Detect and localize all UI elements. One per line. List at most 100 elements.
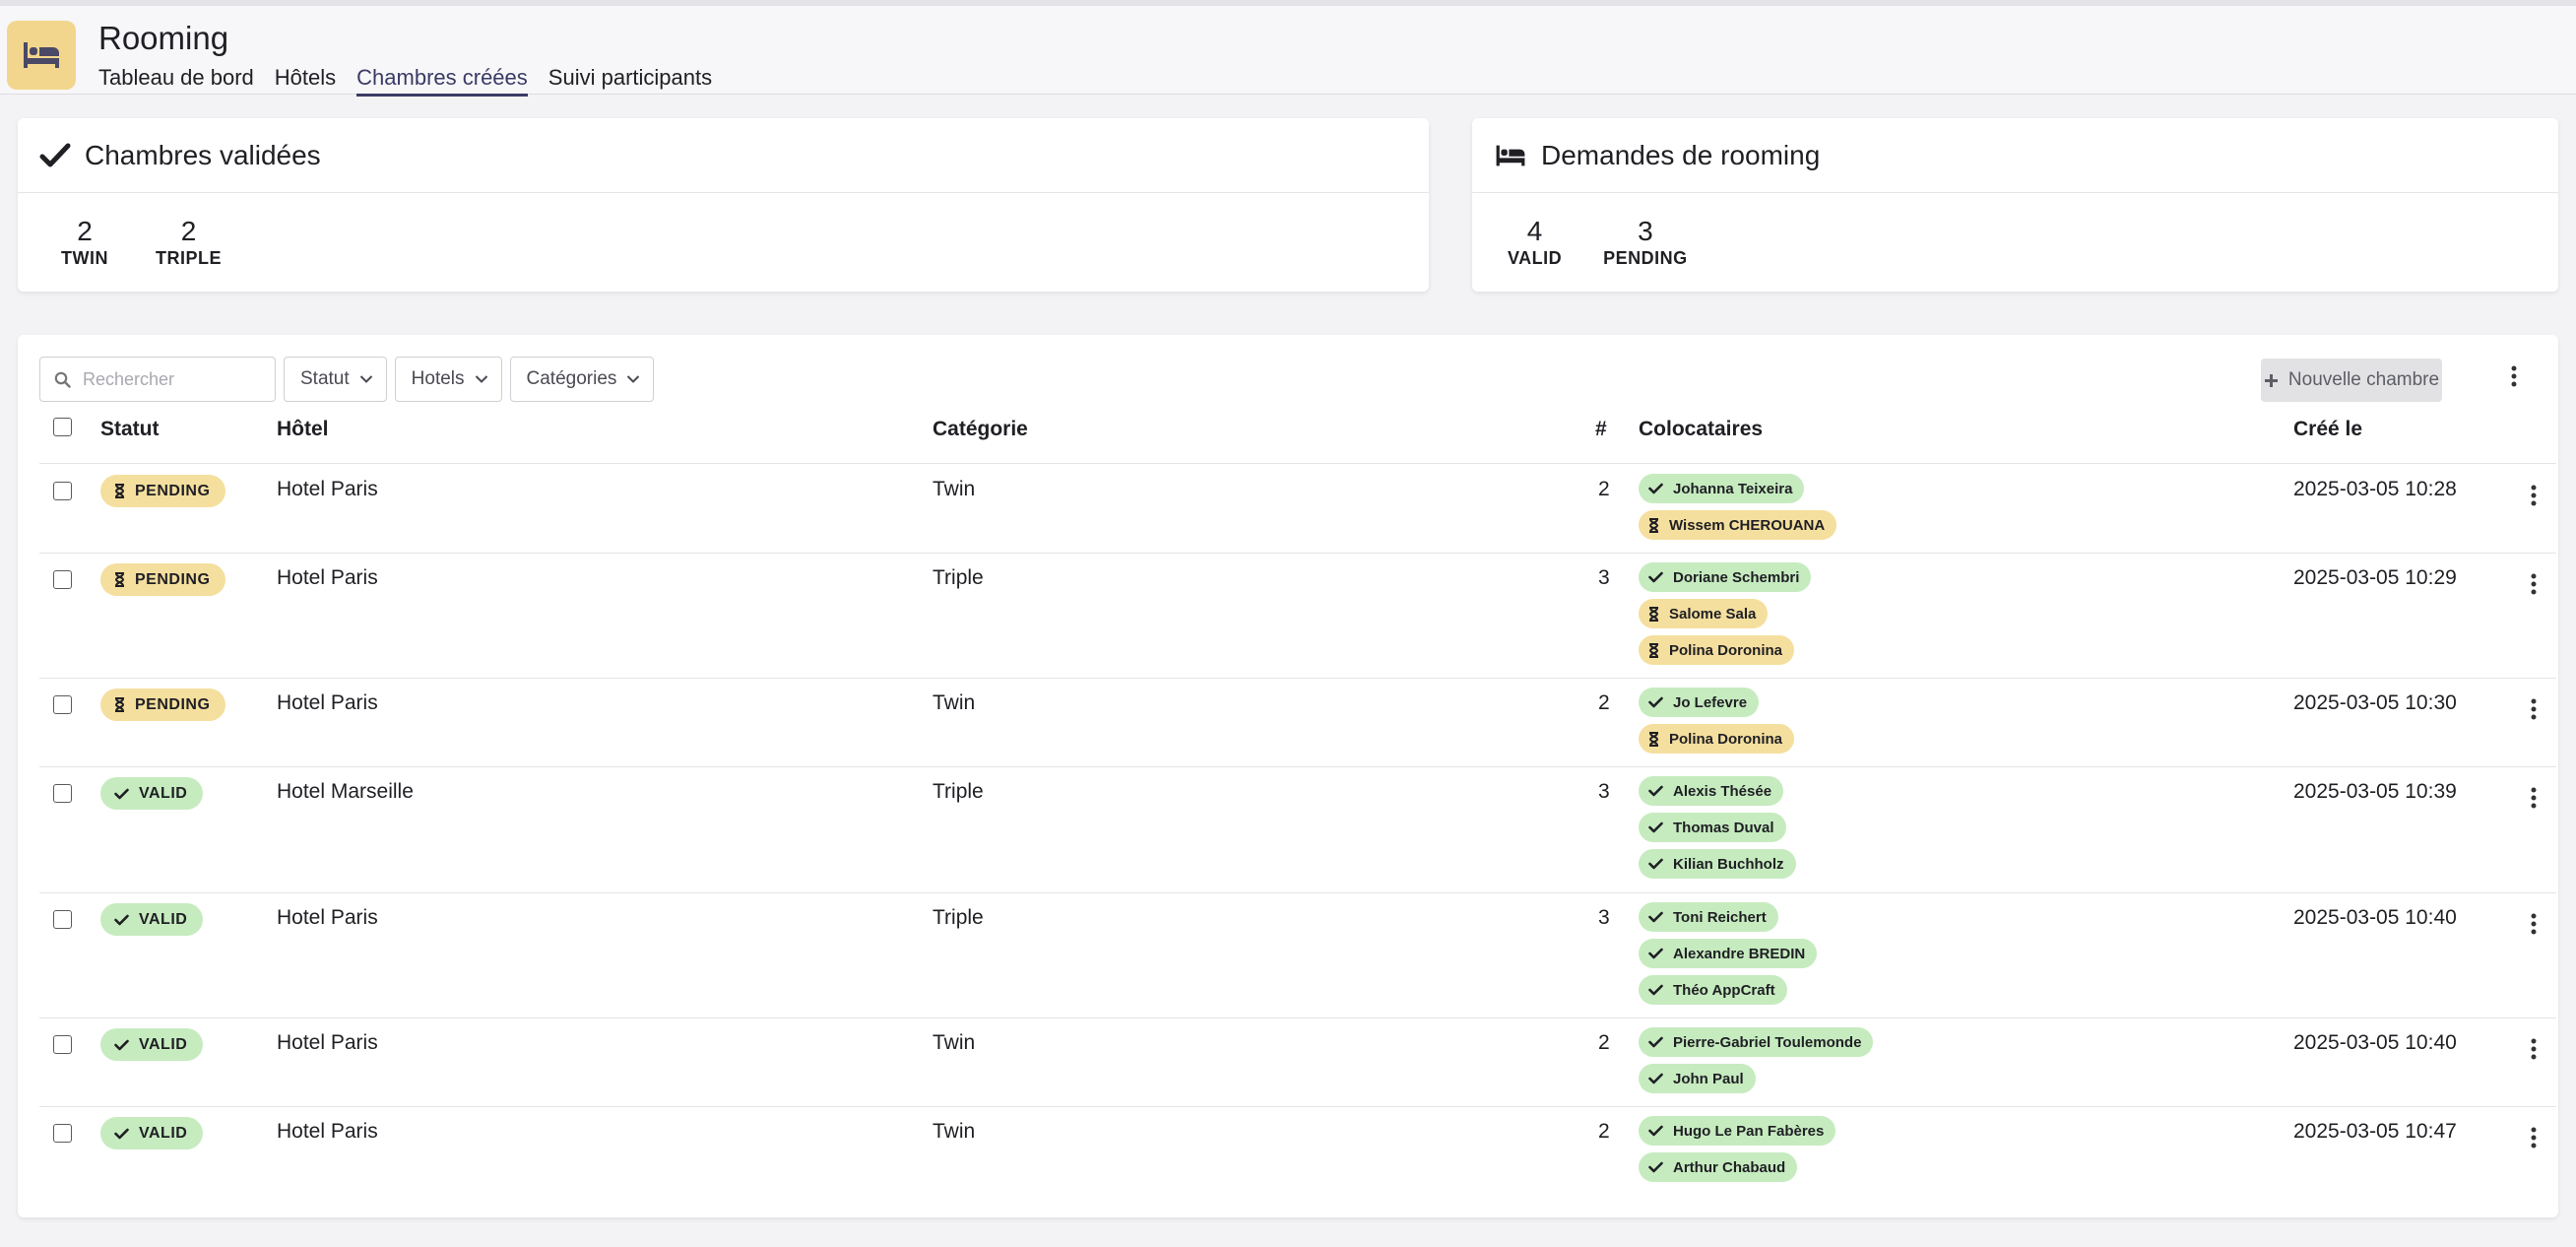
row-more-options-icon[interactable] (2531, 913, 2537, 935)
hourglass-icon (1648, 731, 1659, 747)
stat-label: VALID (1508, 248, 1563, 268)
check-icon (1648, 1073, 1663, 1084)
row-more-options-icon[interactable] (2531, 1127, 2537, 1149)
tab-suivi-participants[interactable]: Suivi participants (547, 65, 713, 90)
check-icon (1648, 785, 1663, 797)
roommate-item: Alexis Thésée (1639, 776, 1796, 813)
roommate-chip[interactable]: John Paul (1639, 1064, 1756, 1093)
status-label: PENDING (135, 695, 211, 713)
roommate-item: Hugo Le Pan Fabères (1639, 1116, 1836, 1152)
roommate-item: Wissem CHEROUANA (1639, 510, 1837, 547)
stat-triple: 2 TRIPLE (156, 215, 222, 269)
roommate-chip[interactable]: Polina Doronina (1639, 635, 1795, 665)
tab-tableau-de-bord[interactable]: Tableau de bord (98, 65, 254, 90)
row-checkbox[interactable] (53, 1035, 72, 1054)
row-divider (39, 1106, 2556, 1107)
row-more-options-icon[interactable] (2531, 787, 2537, 809)
table-row[interactable]: PENDING Hotel Paris Triple 3 Doriane Sch… (39, 554, 2556, 679)
roommate-chip[interactable]: Théo AppCraft (1639, 975, 1787, 1005)
table-row[interactable]: VALID Hotel Paris Twin 2 Hugo Le Pan Fab… (39, 1107, 2556, 1196)
roommate-chip[interactable]: Jo Lefevre (1639, 688, 1760, 717)
search-box[interactable] (39, 357, 276, 402)
roommates-cell: Alexis Thésée Thomas Duval Kilian Buchholz (1639, 776, 1796, 886)
roommate-chip[interactable]: Kilian Buchholz (1639, 849, 1796, 879)
check-icon (39, 143, 71, 166)
created-cell: 2025-03-05 10:39 (2293, 780, 2457, 803)
roommate-chip[interactable]: Thomas Duval (1639, 813, 1786, 842)
new-room-button[interactable]: Nouvelle chambre (2261, 359, 2442, 402)
row-checkbox[interactable] (53, 482, 72, 500)
roommate-chip[interactable]: Alexandre BREDIN (1639, 939, 1818, 968)
roommate-chip[interactable]: Wissem CHEROUANA (1639, 510, 1837, 540)
search-input[interactable] (83, 368, 260, 390)
app-header: Rooming Tableau de bord Hôtels Chambres … (0, 6, 2576, 97)
filter-status[interactable]: Statut (284, 357, 387, 402)
check-icon (1648, 1125, 1663, 1137)
row-more-options-icon[interactable] (2531, 485, 2537, 506)
roommate-chip[interactable]: Doriane Schembri (1639, 562, 1812, 592)
row-checkbox[interactable] (53, 910, 72, 929)
tab-chambres-creees[interactable]: Chambres créées (356, 63, 528, 97)
roommate-name: Salome Sala (1669, 605, 1757, 623)
card-title: Demandes de rooming (1541, 139, 1821, 170)
filter-hotels[interactable]: Hotels (394, 357, 502, 402)
table-row[interactable]: VALID Hotel Paris Twin 2 Pierre-Gabriel … (39, 1018, 2556, 1107)
roommate-chip[interactable]: Salome Sala (1639, 599, 1769, 628)
table-row[interactable]: PENDING Hotel Paris Twin 2 Johanna Teixe… (39, 465, 2556, 554)
roommate-chip[interactable]: Pierre-Gabriel Toulemonde (1639, 1027, 1874, 1057)
hotel-cell: Hotel Paris (277, 1031, 378, 1054)
count-cell: 3 (1598, 906, 1610, 929)
status-label: PENDING (135, 570, 211, 588)
stats: 2 TWIN 2 TRIPLE (18, 193, 1429, 269)
column-header-created[interactable]: Créé le (2293, 418, 2363, 440)
roommate-chip[interactable]: Johanna Teixeira (1639, 474, 1805, 503)
row-more-options-icon[interactable] (2531, 1038, 2537, 1060)
app-title: Rooming (98, 20, 229, 56)
column-header-hotel[interactable]: Hôtel (277, 418, 329, 440)
count-cell: 3 (1598, 780, 1610, 803)
filter-label: Hotels (411, 368, 465, 389)
row-more-options-icon[interactable] (2531, 698, 2537, 720)
roommates-cell: Johanna Teixeira Wissem CHEROUANA (1639, 474, 1837, 547)
roommate-chip[interactable]: Arthur Chabaud (1639, 1152, 1798, 1182)
column-header-category[interactable]: Catégorie (933, 418, 1028, 440)
row-checkbox[interactable] (53, 784, 72, 803)
stats: 4 VALID 3 PENDING (1472, 193, 2558, 269)
category-cell: Triple (933, 780, 984, 803)
select-all-checkbox[interactable] (53, 418, 72, 436)
tab-hotels[interactable]: Hôtels (274, 65, 337, 90)
row-divider (39, 766, 2556, 767)
created-cell: 2025-03-05 10:47 (2293, 1120, 2457, 1143)
table-row[interactable]: PENDING Hotel Paris Twin 2 Jo Lefevre Pol… (39, 679, 2556, 767)
roommate-name: Doriane Schembri (1673, 568, 1800, 586)
table-row[interactable]: VALID Hotel Paris Triple 3 Toni Reichert… (39, 893, 2556, 1018)
status-label: PENDING (135, 482, 211, 499)
roommate-name: Théo AppCraft (1673, 981, 1775, 999)
row-more-options-icon[interactable] (2531, 573, 2537, 595)
filter-categories[interactable]: Catégories (509, 357, 655, 402)
roommate-item: Salome Sala (1639, 599, 1811, 635)
roommate-item: John Paul (1639, 1064, 1873, 1100)
hotel-cell: Hotel Marseille (277, 780, 414, 803)
chevron-down-icon (359, 375, 372, 383)
column-header-roommates[interactable]: Colocataires (1639, 418, 1764, 440)
column-header-status[interactable]: Statut (100, 418, 160, 440)
app-logo[interactable] (7, 21, 76, 90)
roommate-item: Théo AppCraft (1639, 975, 1817, 1012)
row-checkbox[interactable] (53, 570, 72, 589)
category-cell: Twin (933, 1120, 976, 1143)
status-badge: VALID (100, 1117, 204, 1149)
column-header-count[interactable]: # (1595, 418, 1607, 440)
row-checkbox[interactable] (53, 695, 72, 714)
roommate-chip[interactable]: Hugo Le Pan Fabères (1639, 1116, 1836, 1146)
roommate-chip[interactable]: Alexis Thésée (1639, 776, 1784, 806)
roommate-chip[interactable]: Toni Reichert (1639, 902, 1778, 932)
roommate-name: Johanna Teixeira (1673, 480, 1793, 497)
row-checkbox[interactable] (53, 1124, 72, 1143)
more-options-icon[interactable] (2511, 365, 2517, 387)
hourglass-icon (1648, 606, 1659, 622)
roommate-chip[interactable]: Polina Doronina (1639, 724, 1795, 754)
status-label: VALID (139, 784, 188, 802)
table-row[interactable]: VALID Hotel Marseille Triple 3 Alexis Th… (39, 767, 2556, 893)
card-title: Chambres validées (85, 139, 321, 170)
